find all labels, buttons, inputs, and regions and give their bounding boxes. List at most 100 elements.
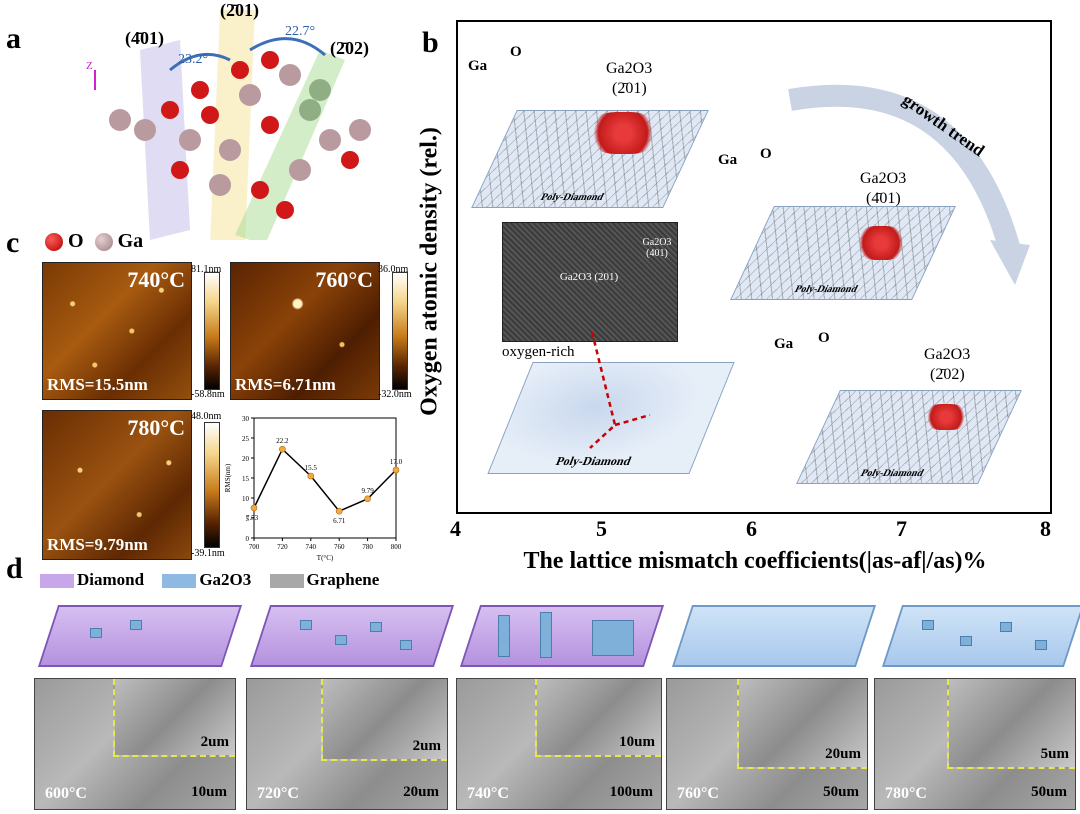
y-tick-label: 10 (242, 495, 250, 503)
o-label-401: O (760, 146, 772, 162)
panel-b-xlabel: The lattice mismatch coefficients(|as-af… (523, 548, 987, 574)
crystal-structure-figure: (4̄01) (2̄01) (2̄02) 23.2° 22.7° Z (60, 0, 390, 245)
rms-chart-svg: 0 5 10 15 20 25 30 700 720 740 760 780 800 T(°C) RMS(n… (224, 415, 403, 562)
colorbar-min-740: -58.8nm (191, 389, 225, 400)
oxygen-legend-label: O (68, 230, 84, 252)
ga2o3-legend-swatch (162, 574, 197, 589)
inset-scale-740: 10um (619, 734, 655, 750)
y-tick-label: 20 (242, 455, 250, 463)
ga2o3-label-202: Ga2O3 (924, 346, 971, 363)
wafer-201-label: Poly-Diamond (538, 192, 606, 203)
afm-image-740: 740°C RMS=15.5nm (42, 262, 192, 400)
y-tick-label: 15 (242, 475, 250, 483)
afm-rms-760: RMS=6.71nm (235, 375, 336, 394)
x-tick-label: 780 (362, 543, 373, 551)
sem-inset-760: 20um (737, 679, 867, 769)
crystal-structure-svg (94, 10, 371, 245)
plane-label-401: (4̄01) (125, 28, 164, 48)
panel-b-ylabel: Oxygen atomic density (rel.) (416, 127, 443, 416)
xtick-7: 7 (896, 516, 907, 541)
ga-label-201: Ga (468, 58, 488, 74)
angle-label-1: 23.2° (178, 52, 209, 67)
xtick-6: 6 (746, 516, 757, 541)
xtick-8: 8 (1040, 516, 1051, 541)
gallium-legend-label: Ga (117, 230, 144, 252)
afm-temp-780: 780°C (127, 415, 185, 440)
y-tick-label: 0 (246, 535, 250, 543)
x-axis-label: T(°C) (317, 554, 334, 562)
panel-b-label: b (422, 26, 439, 59)
island (300, 620, 312, 630)
sem-image-740: 10um 740°C 100um (456, 678, 662, 810)
axis-z-label: Z (86, 60, 93, 72)
sem-image-600: 2um 600°C 10um (34, 678, 236, 810)
schematic-780 (881, 605, 1080, 667)
colorbar-max-740: 81.1nm (191, 264, 222, 275)
atom-legend: O Ga (45, 230, 143, 253)
colorbar-min-760: -32.0nm (378, 389, 412, 400)
island (400, 640, 412, 650)
chart-frame (253, 417, 397, 539)
rms-series-line (253, 447, 397, 513)
oxygen-rich-label: oxygen-rich (502, 344, 575, 360)
x-tick-label: 720 (277, 543, 288, 551)
plane-label-b-201: (2̄01) (612, 80, 647, 97)
rms-data-point (364, 495, 371, 503)
plane-401 (140, 40, 190, 240)
afm-rms-780: RMS=9.79nm (47, 535, 148, 554)
x-tick-label: 700 (249, 543, 260, 551)
afm-temp-740: 740°C (127, 267, 185, 292)
ridge-740 (540, 612, 552, 658)
y-tick-label: 30 (242, 415, 250, 423)
main-scale-780: 50um (1031, 784, 1067, 800)
colorbar-max-760: 36.0nm (378, 264, 409, 275)
island (922, 620, 934, 630)
coalesced-film-740 (592, 620, 634, 656)
sem-temp-740: 740°C (467, 785, 509, 802)
x-tick-label: 760 (334, 543, 345, 551)
diamond-legend-label: Diamond (77, 570, 145, 589)
colorbar-740 (204, 272, 220, 390)
ga2o3-label-401: Ga2O3 (860, 170, 907, 187)
graphene-legend-swatch (269, 574, 304, 589)
oxide-cluster-201 (588, 112, 658, 154)
tem-label-right: Ga2O3 (401) (642, 237, 672, 259)
o-label-201: O (510, 44, 522, 60)
island (1035, 640, 1047, 650)
island (370, 622, 382, 632)
island (960, 636, 972, 646)
schematic-720 (249, 605, 455, 667)
rms-data-point (335, 507, 343, 515)
inset-scale-600: 2um (200, 734, 229, 750)
ga2o3-label-201: Ga2O3 (606, 60, 653, 77)
afm-image-760: 760°C RMS=6.71nm (230, 262, 380, 400)
rms-data-point (250, 504, 258, 512)
rms-data-point (279, 445, 286, 453)
rms-data-label: 17.0 (390, 458, 403, 466)
diamond-legend-swatch (40, 574, 74, 589)
xtick-5: 5 (596, 516, 607, 541)
wafer-401-label: Poly-Diamond (792, 284, 860, 295)
inset-scale-760: 20um (825, 746, 861, 762)
rms-data-label: 15.5 (305, 464, 318, 472)
atoms (109, 51, 371, 219)
schematic-760 (671, 605, 877, 667)
panel-d-label: d (6, 552, 23, 585)
main-scale-760: 50um (823, 784, 859, 800)
panel-a-label: a (6, 22, 21, 55)
ga2o3-legend-label: Ga2O3 (199, 570, 252, 589)
angle-label-2: 22.7° (285, 24, 316, 39)
gallium-legend-icon (94, 233, 113, 252)
rms-data-label: 22.2 (276, 437, 289, 445)
grain-boundary-line (589, 331, 651, 449)
colorbar-min-780: -39.1nm (191, 548, 225, 559)
sem-temp-780: 780°C (885, 785, 927, 802)
plane-201 (210, 10, 255, 245)
sem-image-760: 20um 760°C 50um (666, 678, 868, 810)
sem-temp-600: 600°C (45, 785, 87, 802)
colorbar-max-780: 48.0nm (191, 411, 222, 422)
rms-data-point (307, 472, 315, 480)
rms-chart: 0 5 10 15 20 25 30 700 720 740 760 780 800 T(°C) RMS(n… (218, 408, 408, 566)
ga-label-401: Ga (718, 152, 738, 168)
plane-label-b-401: (4̄01) (866, 190, 901, 207)
